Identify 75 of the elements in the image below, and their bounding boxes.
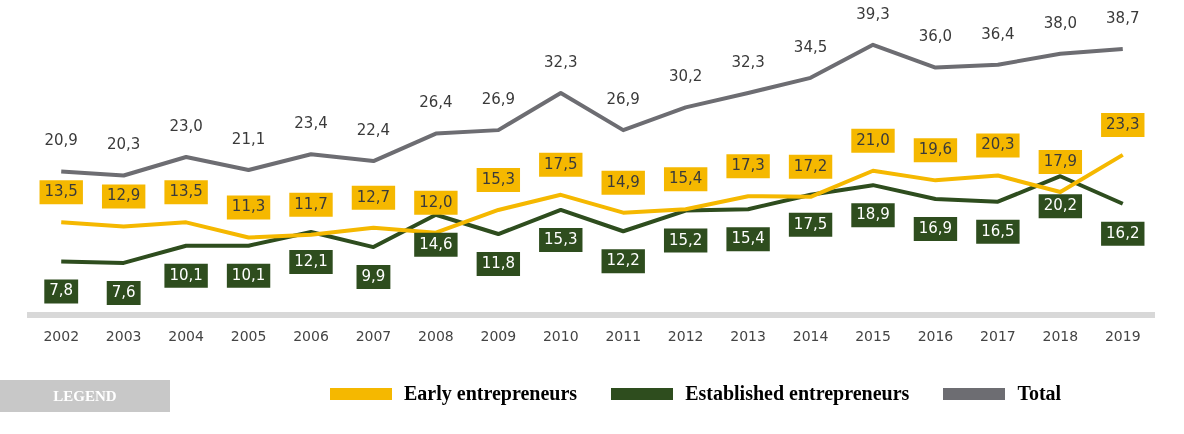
data-label: 23,3 [1106,114,1140,133]
data-label: 17,9 [1043,151,1078,170]
data-label: 11,3 [231,197,266,216]
data-label: 12,2 [606,251,640,270]
x-tick-label: 2003 [105,328,142,345]
data-label: 38,0 [1043,13,1078,32]
data-label: 17,2 [793,156,828,175]
x-tick-label: 2015 [855,328,891,345]
data-label: 15,4 [668,169,703,188]
data-label: 12,7 [356,187,391,206]
data-label: 10,1 [169,265,203,284]
data-label: 21,0 [856,130,890,149]
x-tick-label: 2012 [667,328,704,345]
data-label: 9,9 [361,266,386,285]
legend-label: Established entrepreneurs [685,382,910,405]
data-label: 19,6 [918,140,953,159]
legend-label: Total [1017,382,1062,405]
data-label: 39,3 [856,4,890,23]
data-label: 12,0 [419,192,453,211]
data-label: 23,0 [169,116,203,135]
data-label: 32,3 [731,52,765,71]
data-label: 7,6 [111,282,136,301]
x-tick-label: 2004 [168,328,205,345]
data-label: 11,8 [481,253,516,272]
data-label: 13,5 [44,182,78,201]
x-tick-label: 2019 [1104,328,1141,345]
data-label: 26,9 [606,90,640,109]
data-label: 21,1 [231,129,266,148]
data-label: 26,4 [419,93,453,112]
data-label: 20,3 [106,135,141,154]
data-label: 15,2 [668,230,703,249]
legend-label: Early entrepreneurs [404,382,578,405]
data-label: 15,4 [731,229,765,248]
data-label: 14,9 [606,172,640,191]
data-label: 34,5 [793,37,828,56]
x-tick-label: 2017 [980,328,1016,345]
data-label: 16,5 [981,221,1015,240]
x-tick-label: 2008 [418,328,454,345]
x-tick-label: 2014 [792,328,829,345]
data-label: 30,2 [668,67,703,86]
data-label: 12,9 [106,186,141,205]
data-label: 17,3 [731,156,765,175]
data-label: 16,2 [1106,223,1140,242]
data-label: 12,1 [294,251,328,270]
x-tick-label: 2009 [480,328,517,345]
data-label: 20,3 [981,135,1015,154]
data-label: 15,3 [481,169,516,188]
x-tick-label: 2010 [542,328,579,345]
data-label: 23,4 [294,114,328,133]
x-tick-label: 2002 [43,328,80,345]
data-label: 14,6 [419,234,453,253]
x-tick-label: 2016 [917,328,954,345]
data-label: 11,7 [294,194,328,213]
data-label: 26,9 [481,90,516,109]
data-label: 16,9 [918,218,953,237]
data-label: 20,2 [1043,196,1078,215]
data-label: 18,9 [856,205,890,224]
data-label: 13,5 [169,182,203,201]
data-label: 10,1 [231,265,266,284]
data-label: 17,5 [793,214,828,233]
x-tick-label: 2006 [293,328,329,345]
data-label: 32,3 [544,52,578,71]
x-tick-label: 2005 [230,328,267,345]
data-label: 36,0 [918,27,953,46]
data-label: 38,7 [1106,8,1140,27]
data-label: 17,5 [544,154,578,173]
x-tick-label: 2007 [355,328,392,345]
data-label: 7,8 [49,281,74,300]
data-label: 36,4 [981,24,1015,43]
x-tick-label: 2018 [1042,328,1079,345]
data-label: 15,3 [544,229,578,248]
x-tick-label: 2011 [605,328,642,345]
data-label: 20,9 [44,131,78,150]
x-tick-label: 2013 [730,328,766,345]
data-label: 22,4 [356,120,391,139]
